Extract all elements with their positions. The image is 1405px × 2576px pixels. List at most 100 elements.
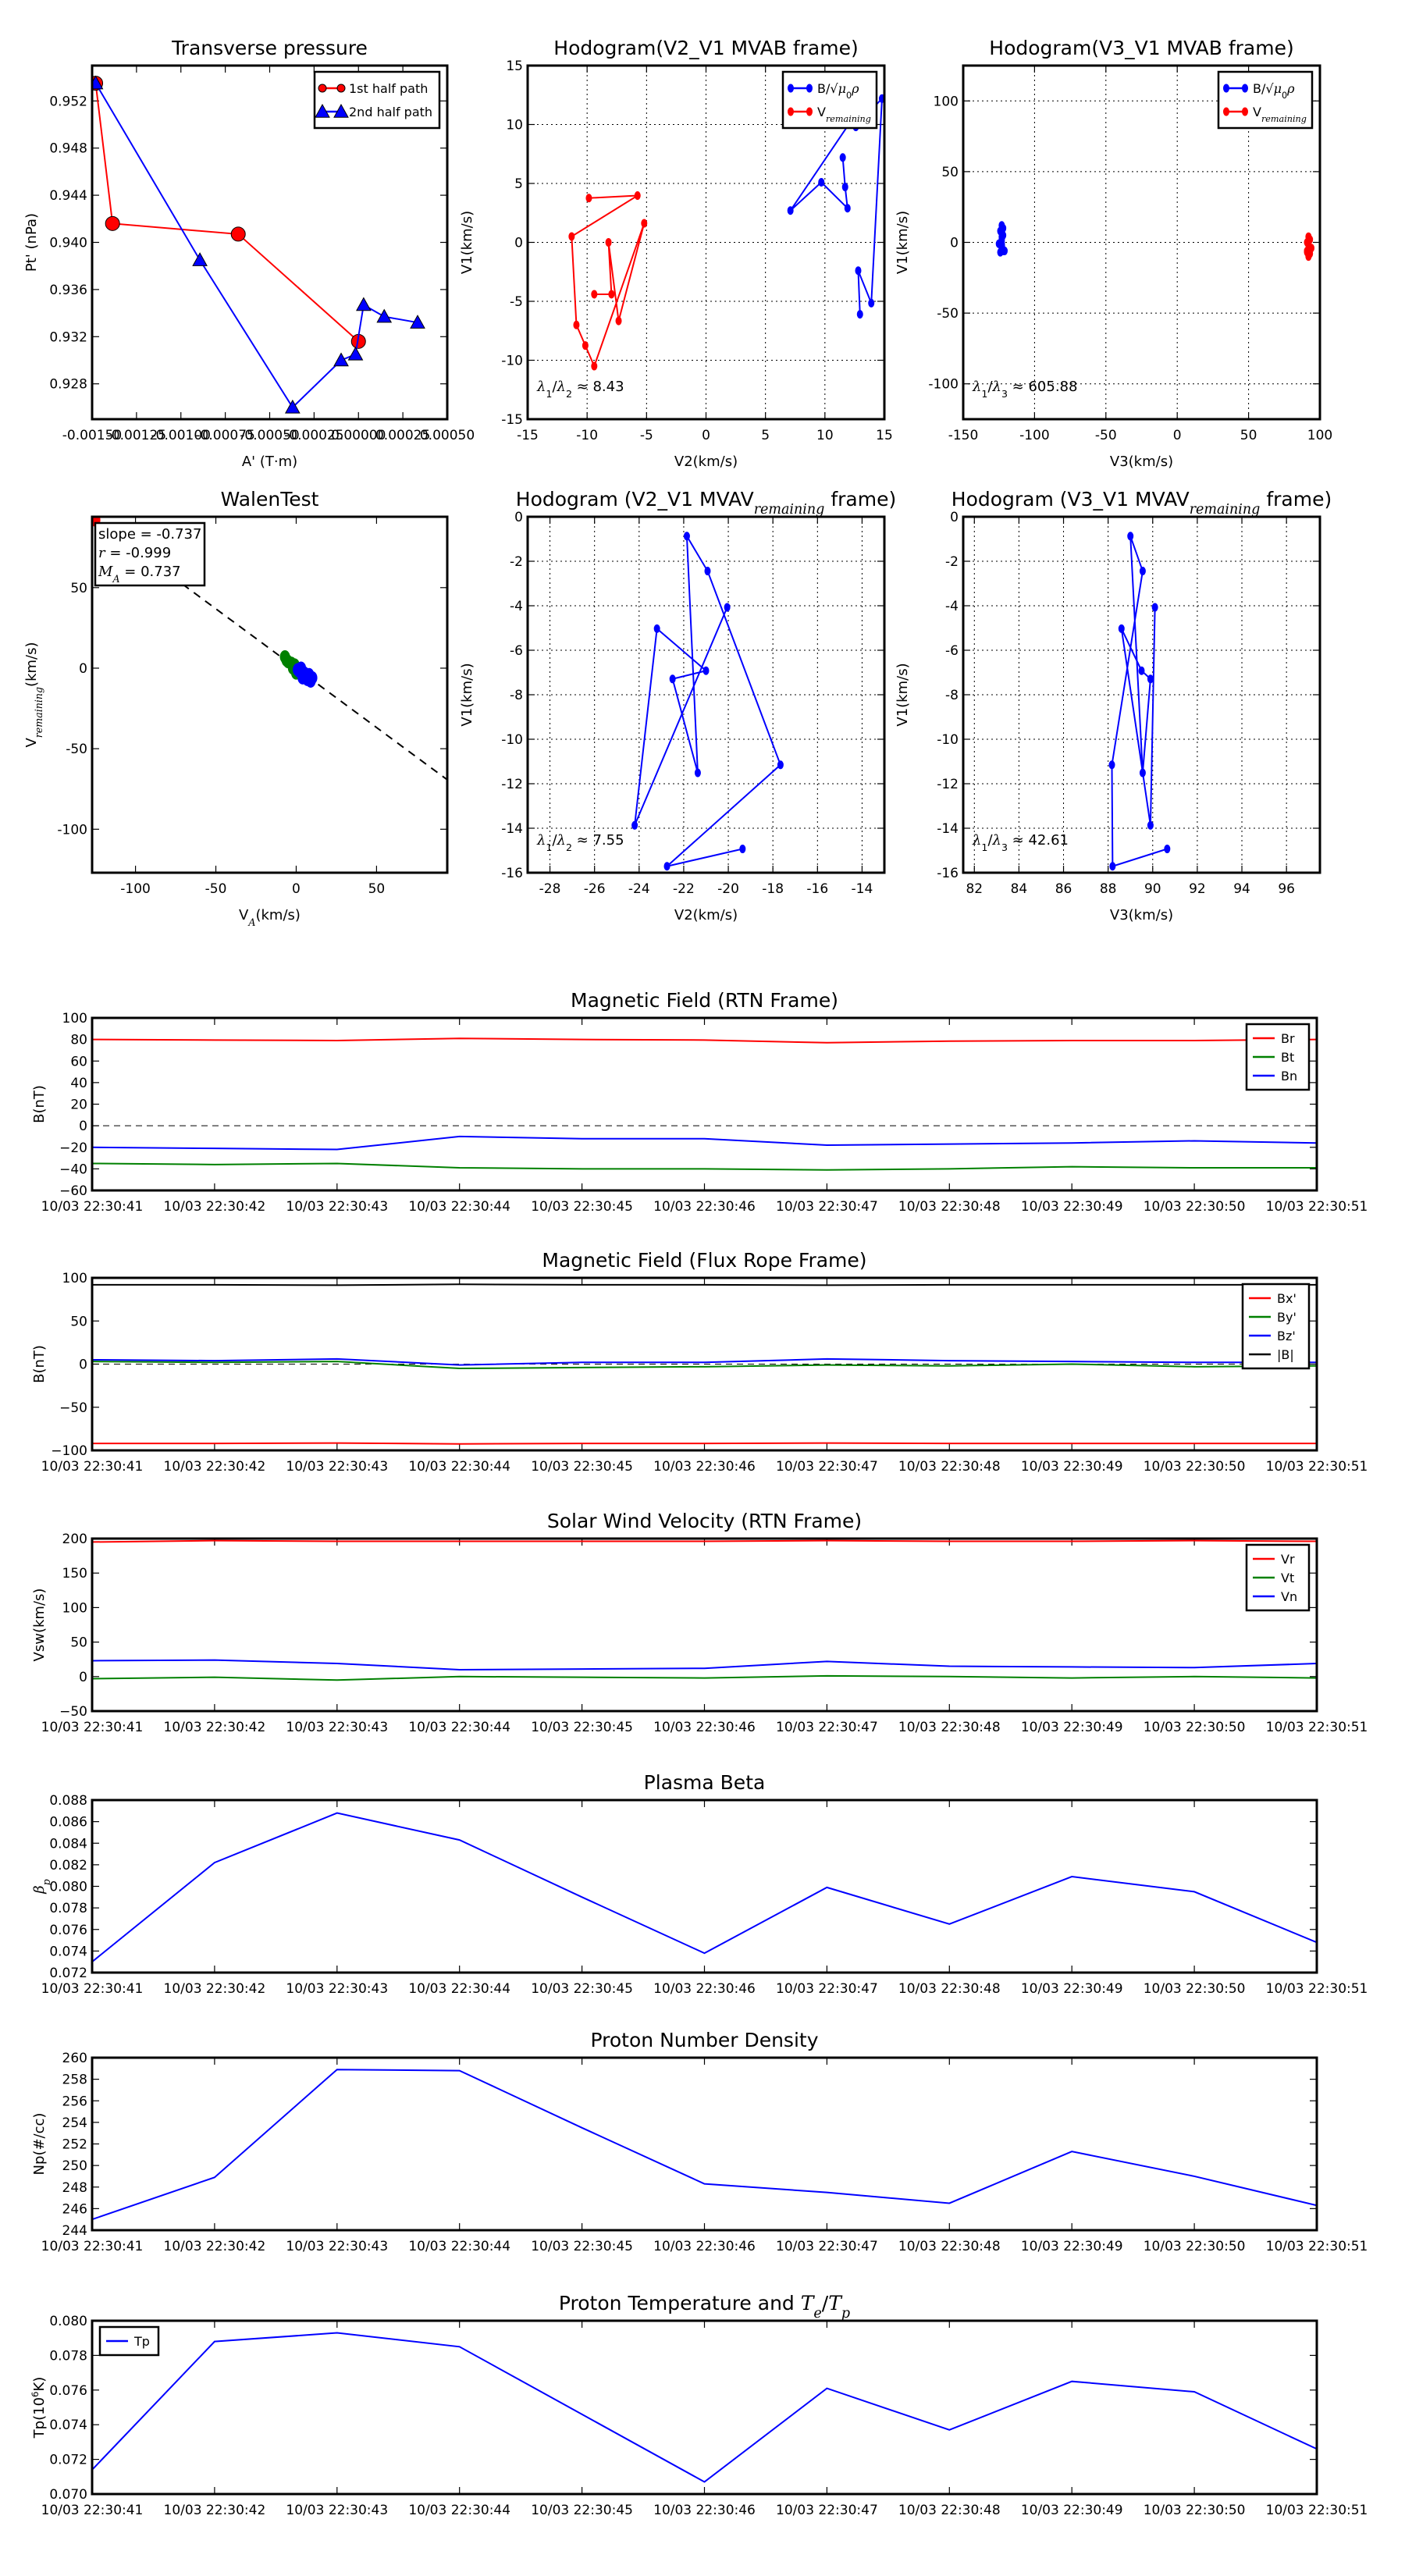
chart-10: Proton Number Density 10/03 22:30:41 10/03…	[31, 2029, 1368, 2254]
x-tick-label: 50	[1240, 428, 1257, 443]
text-part: 1	[981, 388, 987, 400]
x-tick-label: 10/03 22:30:46	[653, 2503, 756, 2518]
x-tick-label: 10/03 22:30:43	[286, 1459, 388, 1475]
legend-marker	[1223, 84, 1229, 93]
y-tick-label: 0.076	[49, 2383, 87, 2399]
y-tick-label: 0.948	[49, 141, 87, 157]
x-tick-label: 96	[1278, 881, 1295, 897]
x-tick-label: 10/03 22:30:44	[408, 2503, 510, 2518]
text-part: V	[23, 738, 40, 748]
y-tick-label: 250	[62, 2158, 87, 2174]
text-part: 2nd half path	[349, 105, 432, 119]
legend-label: |B|	[1277, 1347, 1294, 1362]
y-tick-label: -100	[57, 822, 87, 838]
y-tick-label: -16	[501, 866, 523, 881]
plot-area	[92, 1283, 1317, 1445]
y-tick-label: -5	[510, 294, 523, 310]
text-part: ρ	[851, 81, 859, 96]
legend-box	[781, 70, 878, 130]
y-tick-label: 0.078	[49, 2348, 87, 2364]
y-tick-label: 246	[62, 2201, 87, 2217]
axes-frame	[526, 515, 886, 874]
legend: Vr Vt Vn	[1245, 1543, 1311, 1612]
x-tick-label: 10/03 22:30:44	[408, 1720, 510, 1735]
x-tick-label: 10/03 22:30:47	[776, 2503, 878, 2518]
chart-4: Hodogram (V2_V1 MVAVremaining frame) -28 -…	[459, 488, 896, 923]
x-tick-label: 10/03 22:30:45	[531, 1981, 633, 1997]
plot-area	[92, 2069, 1317, 2221]
x-tick-label: 10/03 22:30:47	[776, 1720, 878, 1735]
text-part: Proton Temperature and	[559, 2292, 801, 2314]
x-axis-label: V3(km/s)	[1110, 907, 1173, 923]
legend: 1st half path 2nd half path	[313, 70, 441, 130]
y-tick-label: 0.070	[49, 2487, 87, 2503]
text-part: M	[98, 564, 113, 580]
text-part: 0	[846, 91, 852, 101]
text-part: Proton Number Density	[591, 2029, 819, 2051]
text-part: 1	[546, 388, 552, 400]
x-tick-label: 10/03 22:30:49	[1021, 1459, 1123, 1475]
x-tick-label: -16	[806, 881, 828, 897]
data-point	[376, 308, 393, 323]
x-tick-label: -50	[205, 881, 227, 897]
y-tick-label: 60	[70, 1054, 87, 1069]
chart-6: Magnetic Field (RTN Frame) 10/03 22:30:41…	[31, 989, 1368, 1215]
y-tick-label: 0	[79, 1670, 87, 1685]
legend-label: B/√μ0ρ	[1253, 81, 1295, 101]
y-tick-label: 20	[70, 1098, 87, 1113]
chart-title: Hodogram(V3_V1 MVAB frame)	[989, 37, 1293, 59]
text-part: Br	[1281, 1031, 1295, 1046]
y-tick-label: 0	[514, 510, 523, 525]
chart-2: Hodogram(V3_V1 MVAB frame) -150 -100 -50 0 50…	[895, 37, 1332, 470]
text-part: Vsw(km/s)	[31, 1589, 48, 1662]
data-point	[615, 316, 622, 326]
axes-frame	[91, 1016, 1318, 1192]
axes-frame	[91, 1276, 1318, 1452]
y-tick-label: −100	[51, 1443, 87, 1459]
x-tick-label: -18	[762, 881, 784, 897]
x-axis-label: V3(km/s)	[1110, 454, 1173, 470]
y-tick-label: 100	[62, 1600, 87, 1616]
legend-label: Vremaining	[817, 105, 871, 124]
x-tick-label: 10/03 22:30:44	[408, 1459, 510, 1475]
text-part: B(nT)	[31, 1085, 48, 1123]
y-axis-label: V1(km/s)	[895, 663, 911, 726]
y-tick-label: 0.940	[49, 236, 87, 251]
text-part: T	[828, 2292, 843, 2314]
y-tick-label: 260	[62, 2051, 87, 2066]
text-part: Hodogram(V3_V1 MVAB frame)	[989, 37, 1293, 59]
x-tick-label: 10/03 22:30:48	[898, 1199, 1001, 1215]
data-point	[1139, 768, 1146, 777]
text-part: remaining	[33, 687, 44, 738]
x-tick-label: -22	[673, 881, 695, 897]
text-part: V	[239, 907, 249, 923]
text-part: (km/s)	[255, 907, 300, 923]
y-tick-label: -14	[937, 821, 959, 837]
x-tick-label: -20	[717, 881, 739, 897]
x-tick-label: 10/03 22:30:51	[1266, 1199, 1368, 1215]
y-axis-label: B(nT)	[31, 1085, 48, 1123]
text-part: Vt	[1281, 1571, 1294, 1585]
y-tick-label: 0.936	[49, 283, 87, 298]
x-tick-label: 10/03 22:30:49	[1021, 1199, 1123, 1215]
y-tick-label: -8	[510, 688, 523, 703]
series-line-1	[92, 1162, 1317, 1171]
x-tick-label: 0	[702, 428, 710, 443]
y-tick-label: 0	[950, 236, 959, 251]
data-point	[1109, 862, 1116, 871]
chart-8: Solar Wind Velocity (RTN Frame) 10/03 22:…	[31, 1510, 1368, 1735]
text-part: ≈ 42.61	[1008, 832, 1069, 849]
x-tick-label: 10/03 22:30:46	[653, 1981, 756, 1997]
x-tick-label: 50	[368, 881, 386, 897]
y-tick-label: 248	[62, 2180, 87, 2196]
text-part: e	[813, 2306, 821, 2322]
x-tick-label: 84	[1011, 881, 1028, 897]
x-tick-label: 10/03 22:30:46	[653, 1199, 756, 1215]
legend-label: Vr	[1281, 1552, 1295, 1567]
series-line-0	[92, 2069, 1317, 2221]
data-point	[333, 352, 349, 367]
text-part: μ	[838, 81, 846, 96]
x-tick-label: 10/03 22:30:48	[898, 1720, 1001, 1735]
legend-label: B/√μ0ρ	[817, 81, 859, 101]
text-part: T	[801, 2292, 816, 2314]
